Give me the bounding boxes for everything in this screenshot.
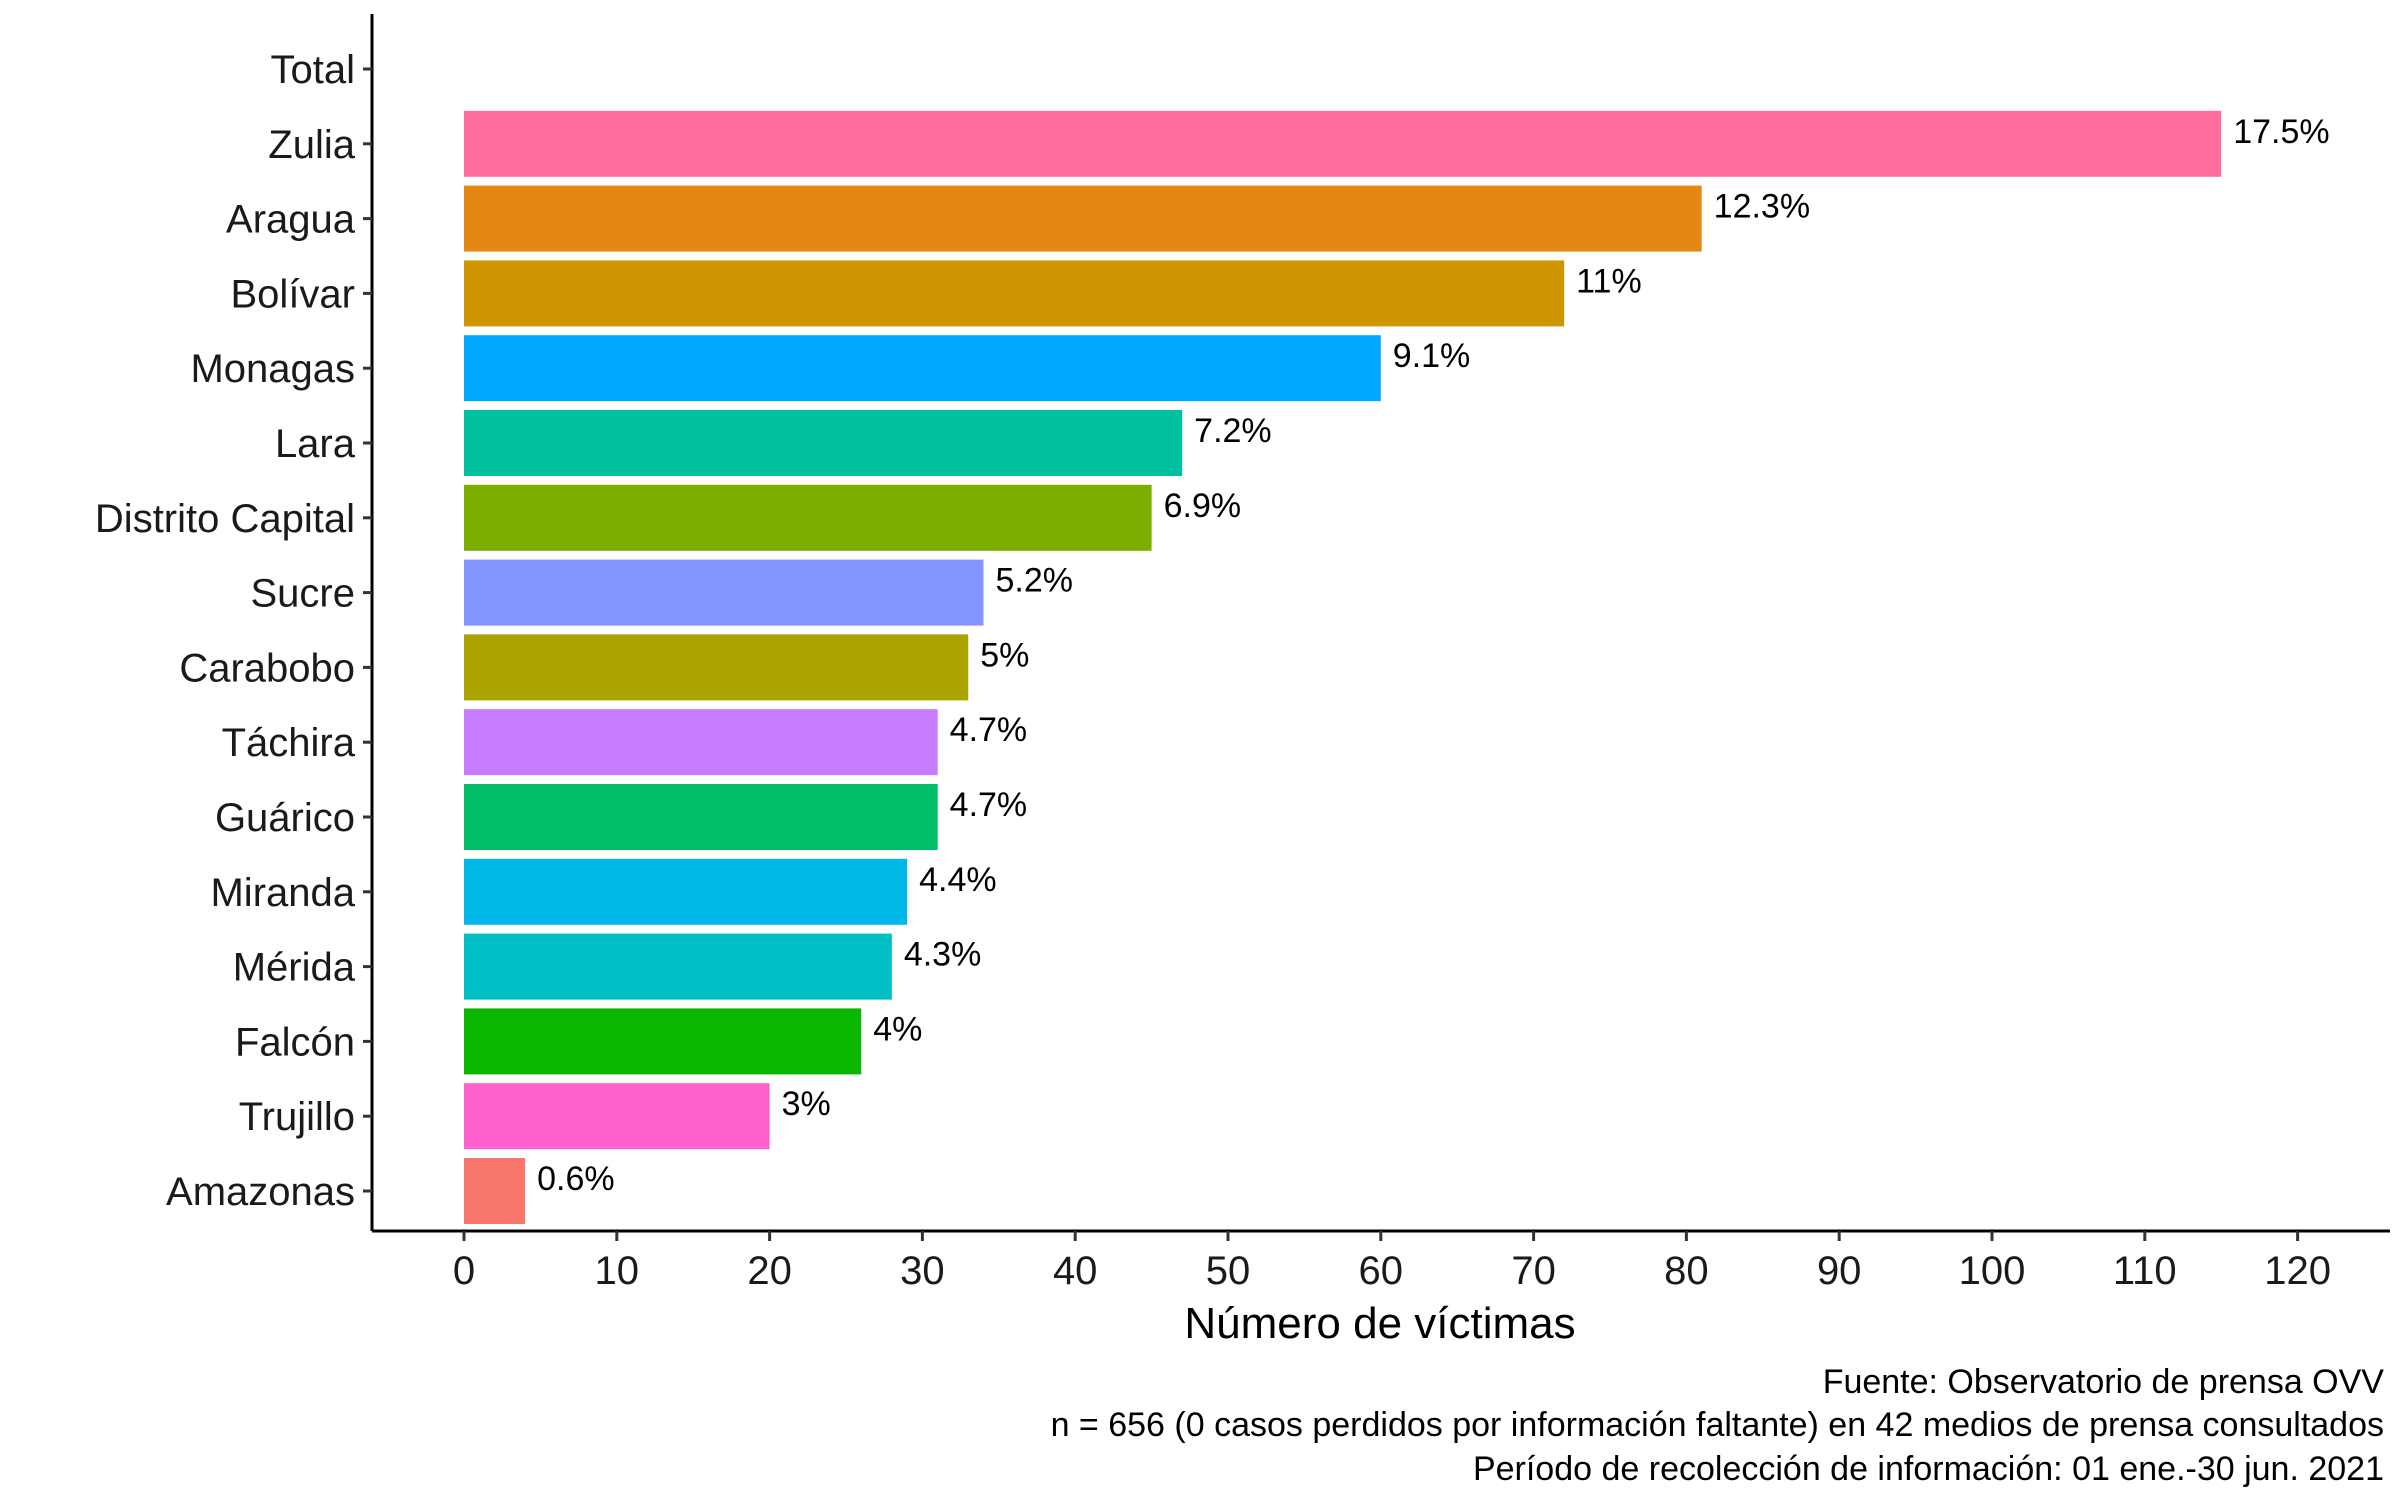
- x-tick-label: 20: [747, 1249, 792, 1293]
- data-label: 5%: [980, 636, 1029, 674]
- data-labels-layer: 17.5% 12.3% 11% 9.1% 7.2% 6.9% 5.2% 5% 4.7% 4.7% 4…: [537, 113, 2329, 1198]
- chart-caption: Fuente: Observatorio de prensa OVV n = 65…: [1051, 1363, 2385, 1488]
- x-tick-label: 0: [453, 1249, 475, 1293]
- category-label: Mérida: [233, 946, 356, 990]
- data-label: 17.5%: [2233, 113, 2329, 151]
- data-label: 12.3%: [1714, 188, 1810, 226]
- category-label: Falcón: [235, 1020, 355, 1064]
- x-tick-label: 110: [2113, 1249, 2177, 1293]
- bar: [464, 634, 969, 701]
- data-label: 4.7%: [950, 711, 1027, 749]
- category-label: Sucre: [251, 572, 356, 616]
- caption-line: n = 656 (0 casos perdidos por informació…: [1051, 1406, 2384, 1444]
- data-label: 4%: [873, 1010, 922, 1048]
- data-label: 4.7%: [950, 786, 1027, 824]
- x-axis: 0 10 20 30 40 50 60 70 80 90 100 110 120: [372, 1229, 2390, 1293]
- data-label: 4.4%: [919, 861, 997, 899]
- x-tick-label: 30: [900, 1249, 945, 1293]
- y-axis: Total Zulia Aragua Bolívar Monagas Lara Distri…: [95, 14, 374, 1231]
- x-tick-label: 70: [1511, 1249, 1556, 1293]
- category-label: Distrito Capital: [95, 497, 355, 541]
- data-label: 11%: [1576, 262, 1642, 300]
- bar: [464, 784, 938, 850]
- data-label: 5.2%: [996, 562, 1074, 600]
- bar: [464, 1008, 862, 1075]
- bar: [464, 110, 2222, 177]
- caption-line: Fuente: Observatorio de prensa OVV: [1823, 1363, 2385, 1401]
- bars-layer: [464, 110, 2222, 1224]
- x-tick-label: 40: [1053, 1249, 1098, 1293]
- category-label: Total: [271, 48, 356, 92]
- category-label: Guárico: [215, 796, 355, 840]
- bar: [464, 858, 908, 925]
- bar: [464, 410, 1183, 476]
- x-tick-label: 120: [2264, 1249, 2331, 1293]
- caption-line: Período de recolección de información: 0…: [1473, 1450, 2384, 1488]
- x-tick-label: 60: [1359, 1249, 1404, 1293]
- category-label: Amazonas: [166, 1170, 355, 1214]
- bar: [464, 335, 1381, 402]
- bar: [464, 933, 892, 1000]
- bar: [464, 1083, 770, 1150]
- data-label: 0.6%: [537, 1160, 615, 1198]
- bar: [464, 559, 984, 626]
- x-axis-title: Número de víctimas: [1184, 1299, 1575, 1348]
- bar: [464, 260, 1565, 327]
- category-label: Lara: [275, 422, 356, 466]
- x-tick-label: 50: [1206, 1249, 1251, 1293]
- x-tick-label: 80: [1664, 1249, 1709, 1293]
- category-label: Bolívar: [231, 272, 356, 316]
- category-label: Táchira: [222, 721, 356, 765]
- category-label: Monagas: [190, 347, 355, 391]
- category-label: Trujillo: [239, 1095, 355, 1139]
- bar: [464, 709, 938, 776]
- data-label: 9.1%: [1393, 337, 1471, 375]
- x-tick-label: 100: [1959, 1249, 2026, 1293]
- bar: [464, 484, 1152, 551]
- category-label: Carabobo: [179, 646, 355, 690]
- data-label: 3%: [782, 1085, 831, 1123]
- bar: [464, 185, 1702, 252]
- x-tick-label: 10: [595, 1249, 640, 1293]
- data-label: 6.9%: [1164, 487, 1242, 525]
- data-label: 7.2%: [1194, 412, 1272, 450]
- category-label: Zulia: [268, 123, 355, 167]
- bar: [464, 1158, 526, 1224]
- category-label: Miranda: [210, 871, 355, 915]
- x-tick-label: 90: [1817, 1249, 1862, 1293]
- data-label: 4.3%: [904, 936, 982, 974]
- category-label: Aragua: [226, 198, 356, 242]
